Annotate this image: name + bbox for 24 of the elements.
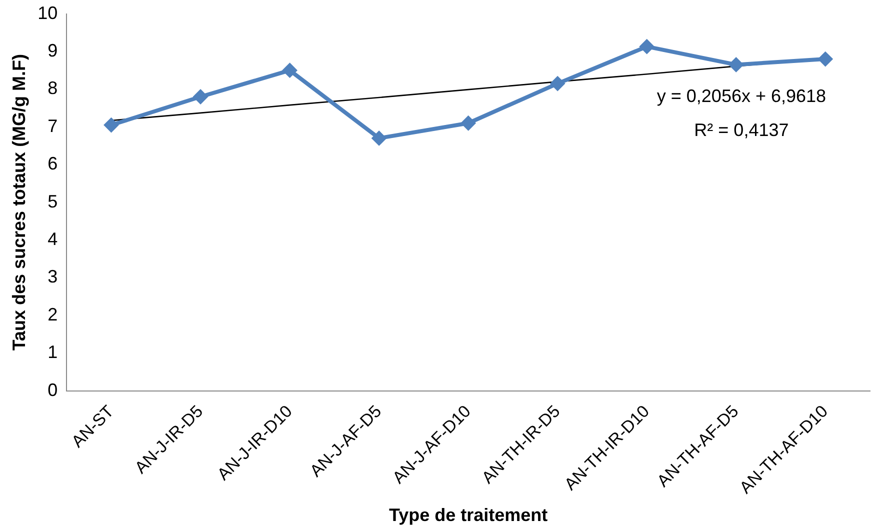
y-tick-label: 5 (48, 191, 58, 212)
point (728, 57, 744, 72)
point (639, 39, 654, 54)
point (104, 118, 119, 133)
annotation: R² = 0,4137 (694, 120, 789, 140)
y-tick-label: 3 (48, 266, 58, 287)
point (372, 130, 387, 146)
y-tick-label: 4 (48, 228, 58, 249)
y-tick-label: 9 (48, 40, 58, 60)
y-tick-label: 2 (48, 304, 58, 324)
x-axis-title: Type de traitement (388, 505, 548, 526)
point (460, 116, 476, 131)
y-axis-title: Taux des sucres totaux (MG/g M.F) (8, 54, 29, 351)
y-tick-label: 0 (48, 380, 58, 400)
y-tick-label: 6 (48, 154, 58, 174)
y-tick-label: 10 (38, 2, 58, 23)
y-tick-label: 7 (48, 116, 58, 136)
point (818, 52, 833, 67)
annotation: y = 0,2056x + 6,9618 (656, 86, 826, 106)
point (282, 62, 298, 78)
y-tick-label: 8 (48, 78, 58, 98)
point (550, 76, 566, 92)
point (193, 89, 208, 104)
y-tick-label: 1 (48, 342, 58, 362)
